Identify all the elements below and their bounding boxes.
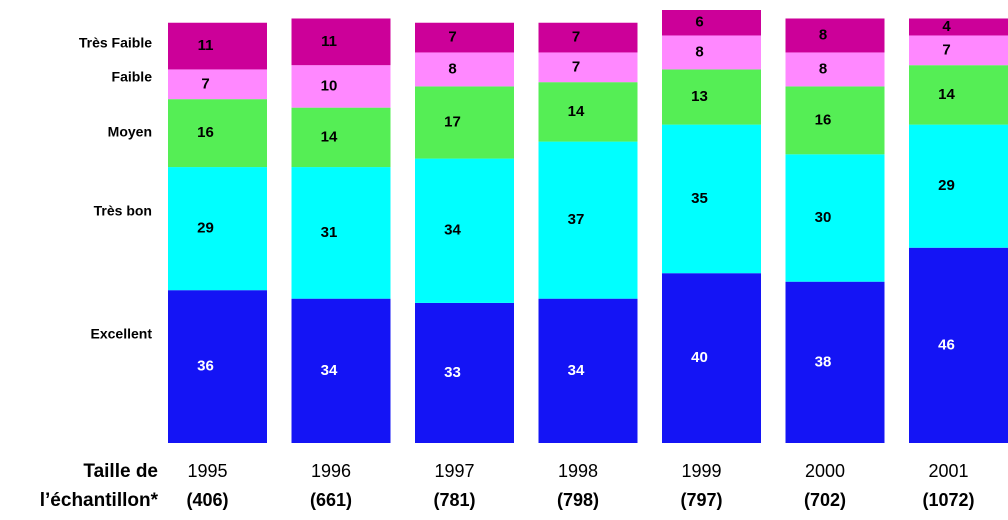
data-label: 11	[321, 33, 337, 50]
bar-segment	[168, 99, 267, 168]
bar-segment	[415, 158, 514, 303]
data-label: 29	[938, 177, 955, 194]
data-label: 8	[819, 60, 827, 77]
bar-segment	[291, 65, 391, 108]
bar-segment	[662, 35, 761, 70]
data-label: 6	[695, 14, 703, 31]
bar-segment	[415, 86, 514, 159]
sample-size: (702)	[804, 490, 846, 510]
x-tick-label: 1996	[311, 461, 351, 481]
x-tick-label: 2000	[805, 461, 845, 481]
x-tick-label: 1995	[187, 461, 227, 481]
data-label: 36	[197, 358, 214, 375]
data-label: 4	[942, 18, 951, 35]
bar-segment	[168, 69, 267, 100]
bar-segment	[538, 141, 638, 299]
data-label: 14	[938, 86, 955, 103]
x-label: Taille de	[83, 461, 158, 482]
sample-size: (797)	[680, 490, 722, 510]
data-label: 14	[568, 103, 585, 120]
category-label: Très Faible	[79, 35, 152, 51]
bar-segment	[785, 52, 885, 87]
bar-segment	[291, 167, 391, 299]
bar-segment	[662, 69, 761, 125]
data-label: 33	[444, 364, 461, 381]
category-label: Moyen	[108, 124, 152, 140]
bar-segment	[785, 154, 885, 282]
bar-segment	[415, 22, 514, 53]
data-label: 16	[815, 111, 832, 128]
data-label: 40	[691, 349, 708, 366]
bar-segment	[415, 52, 514, 87]
data-label: 46	[938, 336, 955, 353]
data-label: 7	[201, 75, 209, 92]
sample-size: (406)	[186, 490, 228, 510]
bar-segment	[415, 302, 514, 443]
data-label: 34	[321, 362, 338, 379]
data-label: 13	[691, 88, 708, 105]
bar-segment	[538, 82, 638, 142]
bar-segment	[291, 107, 391, 168]
data-label: 11	[198, 37, 214, 54]
bar-segment	[168, 22, 267, 70]
sample-size: (661)	[310, 490, 352, 510]
bar-segment	[785, 281, 885, 443]
data-label: 7	[572, 58, 580, 75]
data-label: 8	[448, 60, 456, 77]
bar-segment	[168, 167, 267, 291]
data-label: 29	[197, 220, 214, 237]
category-label: Faible	[112, 69, 153, 85]
data-label: 10	[321, 77, 338, 94]
data-label: 17	[444, 113, 461, 130]
data-label: 34	[568, 362, 585, 379]
data-label: 30	[815, 209, 832, 226]
x-tick-label: 1999	[681, 461, 721, 481]
data-label: 14	[321, 128, 338, 145]
bar-segment	[662, 10, 761, 36]
bar-segment	[291, 298, 391, 443]
data-label: 7	[572, 29, 580, 46]
bar-segment	[909, 35, 1008, 66]
category-label: Très bon	[94, 203, 152, 219]
data-label: 8	[819, 26, 827, 43]
bar-segment	[785, 86, 885, 155]
category-label: Excellent	[91, 326, 153, 342]
data-label: 16	[197, 124, 214, 141]
bar-segment	[909, 18, 1008, 36]
x-tick-label: 1998	[558, 461, 598, 481]
data-label: 35	[691, 190, 708, 207]
bar-segment	[538, 298, 638, 443]
data-label: 7	[942, 41, 950, 58]
sample-size: (1072)	[922, 490, 974, 510]
x-label: l’échantillon*	[40, 490, 159, 511]
bar-segment	[291, 18, 391, 66]
bar-segment	[538, 22, 638, 53]
x-tick-label: 1997	[434, 461, 474, 481]
sample-size: (781)	[433, 490, 475, 510]
x-tick-label: 2001	[928, 461, 968, 481]
bar-segment	[168, 290, 267, 443]
bar-segment	[909, 247, 1008, 443]
sample-size: (798)	[557, 490, 599, 510]
data-label: 8	[695, 43, 703, 60]
bar-segment	[662, 273, 761, 443]
bar-segment	[909, 65, 1008, 125]
data-label: 7	[448, 29, 456, 46]
bar-segment	[538, 52, 638, 83]
data-label: 31	[321, 224, 338, 241]
bar-segment	[662, 124, 761, 274]
bar-segment	[785, 18, 885, 53]
data-label: 34	[444, 222, 461, 239]
data-label: 37	[568, 211, 585, 228]
data-label: 38	[815, 353, 832, 370]
bar-segment	[909, 124, 1008, 248]
